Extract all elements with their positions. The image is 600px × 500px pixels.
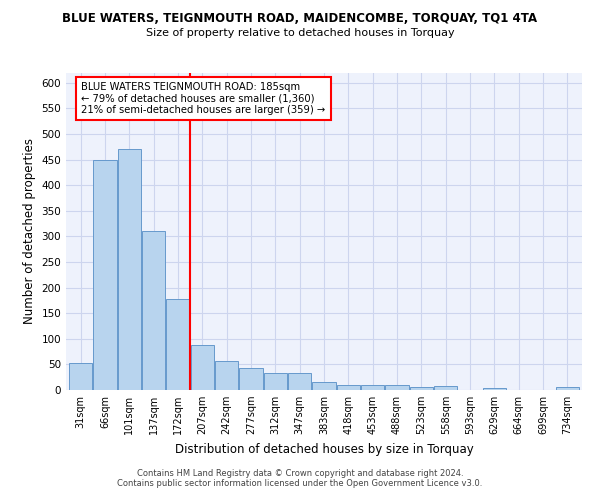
Text: BLUE WATERS, TEIGNMOUTH ROAD, MAIDENCOMBE, TORQUAY, TQ1 4TA: BLUE WATERS, TEIGNMOUTH ROAD, MAIDENCOMB… [62,12,538,26]
X-axis label: Distribution of detached houses by size in Torquay: Distribution of detached houses by size … [175,442,473,456]
Bar [483,388,506,390]
Bar [313,382,335,390]
Text: Contains HM Land Registry data © Crown copyright and database right 2024.: Contains HM Land Registry data © Crown c… [137,468,463,477]
Bar [337,385,360,390]
Bar [288,373,311,390]
Bar [166,299,190,390]
Bar [215,361,238,390]
Bar [239,368,263,390]
Bar [556,388,579,390]
Bar [191,345,214,390]
Text: Contains public sector information licensed under the Open Government Licence v3: Contains public sector information licen… [118,478,482,488]
Bar [142,231,165,390]
Bar [434,386,457,390]
Y-axis label: Number of detached properties: Number of detached properties [23,138,36,324]
Bar [94,160,116,390]
Bar [361,385,384,390]
Bar [385,385,409,390]
Bar [410,387,433,390]
Text: BLUE WATERS TEIGNMOUTH ROAD: 185sqm
← 79% of detached houses are smaller (1,360): BLUE WATERS TEIGNMOUTH ROAD: 185sqm ← 79… [82,82,326,115]
Text: Size of property relative to detached houses in Torquay: Size of property relative to detached ho… [146,28,454,38]
Bar [118,150,141,390]
Bar [69,363,92,390]
Bar [264,373,287,390]
